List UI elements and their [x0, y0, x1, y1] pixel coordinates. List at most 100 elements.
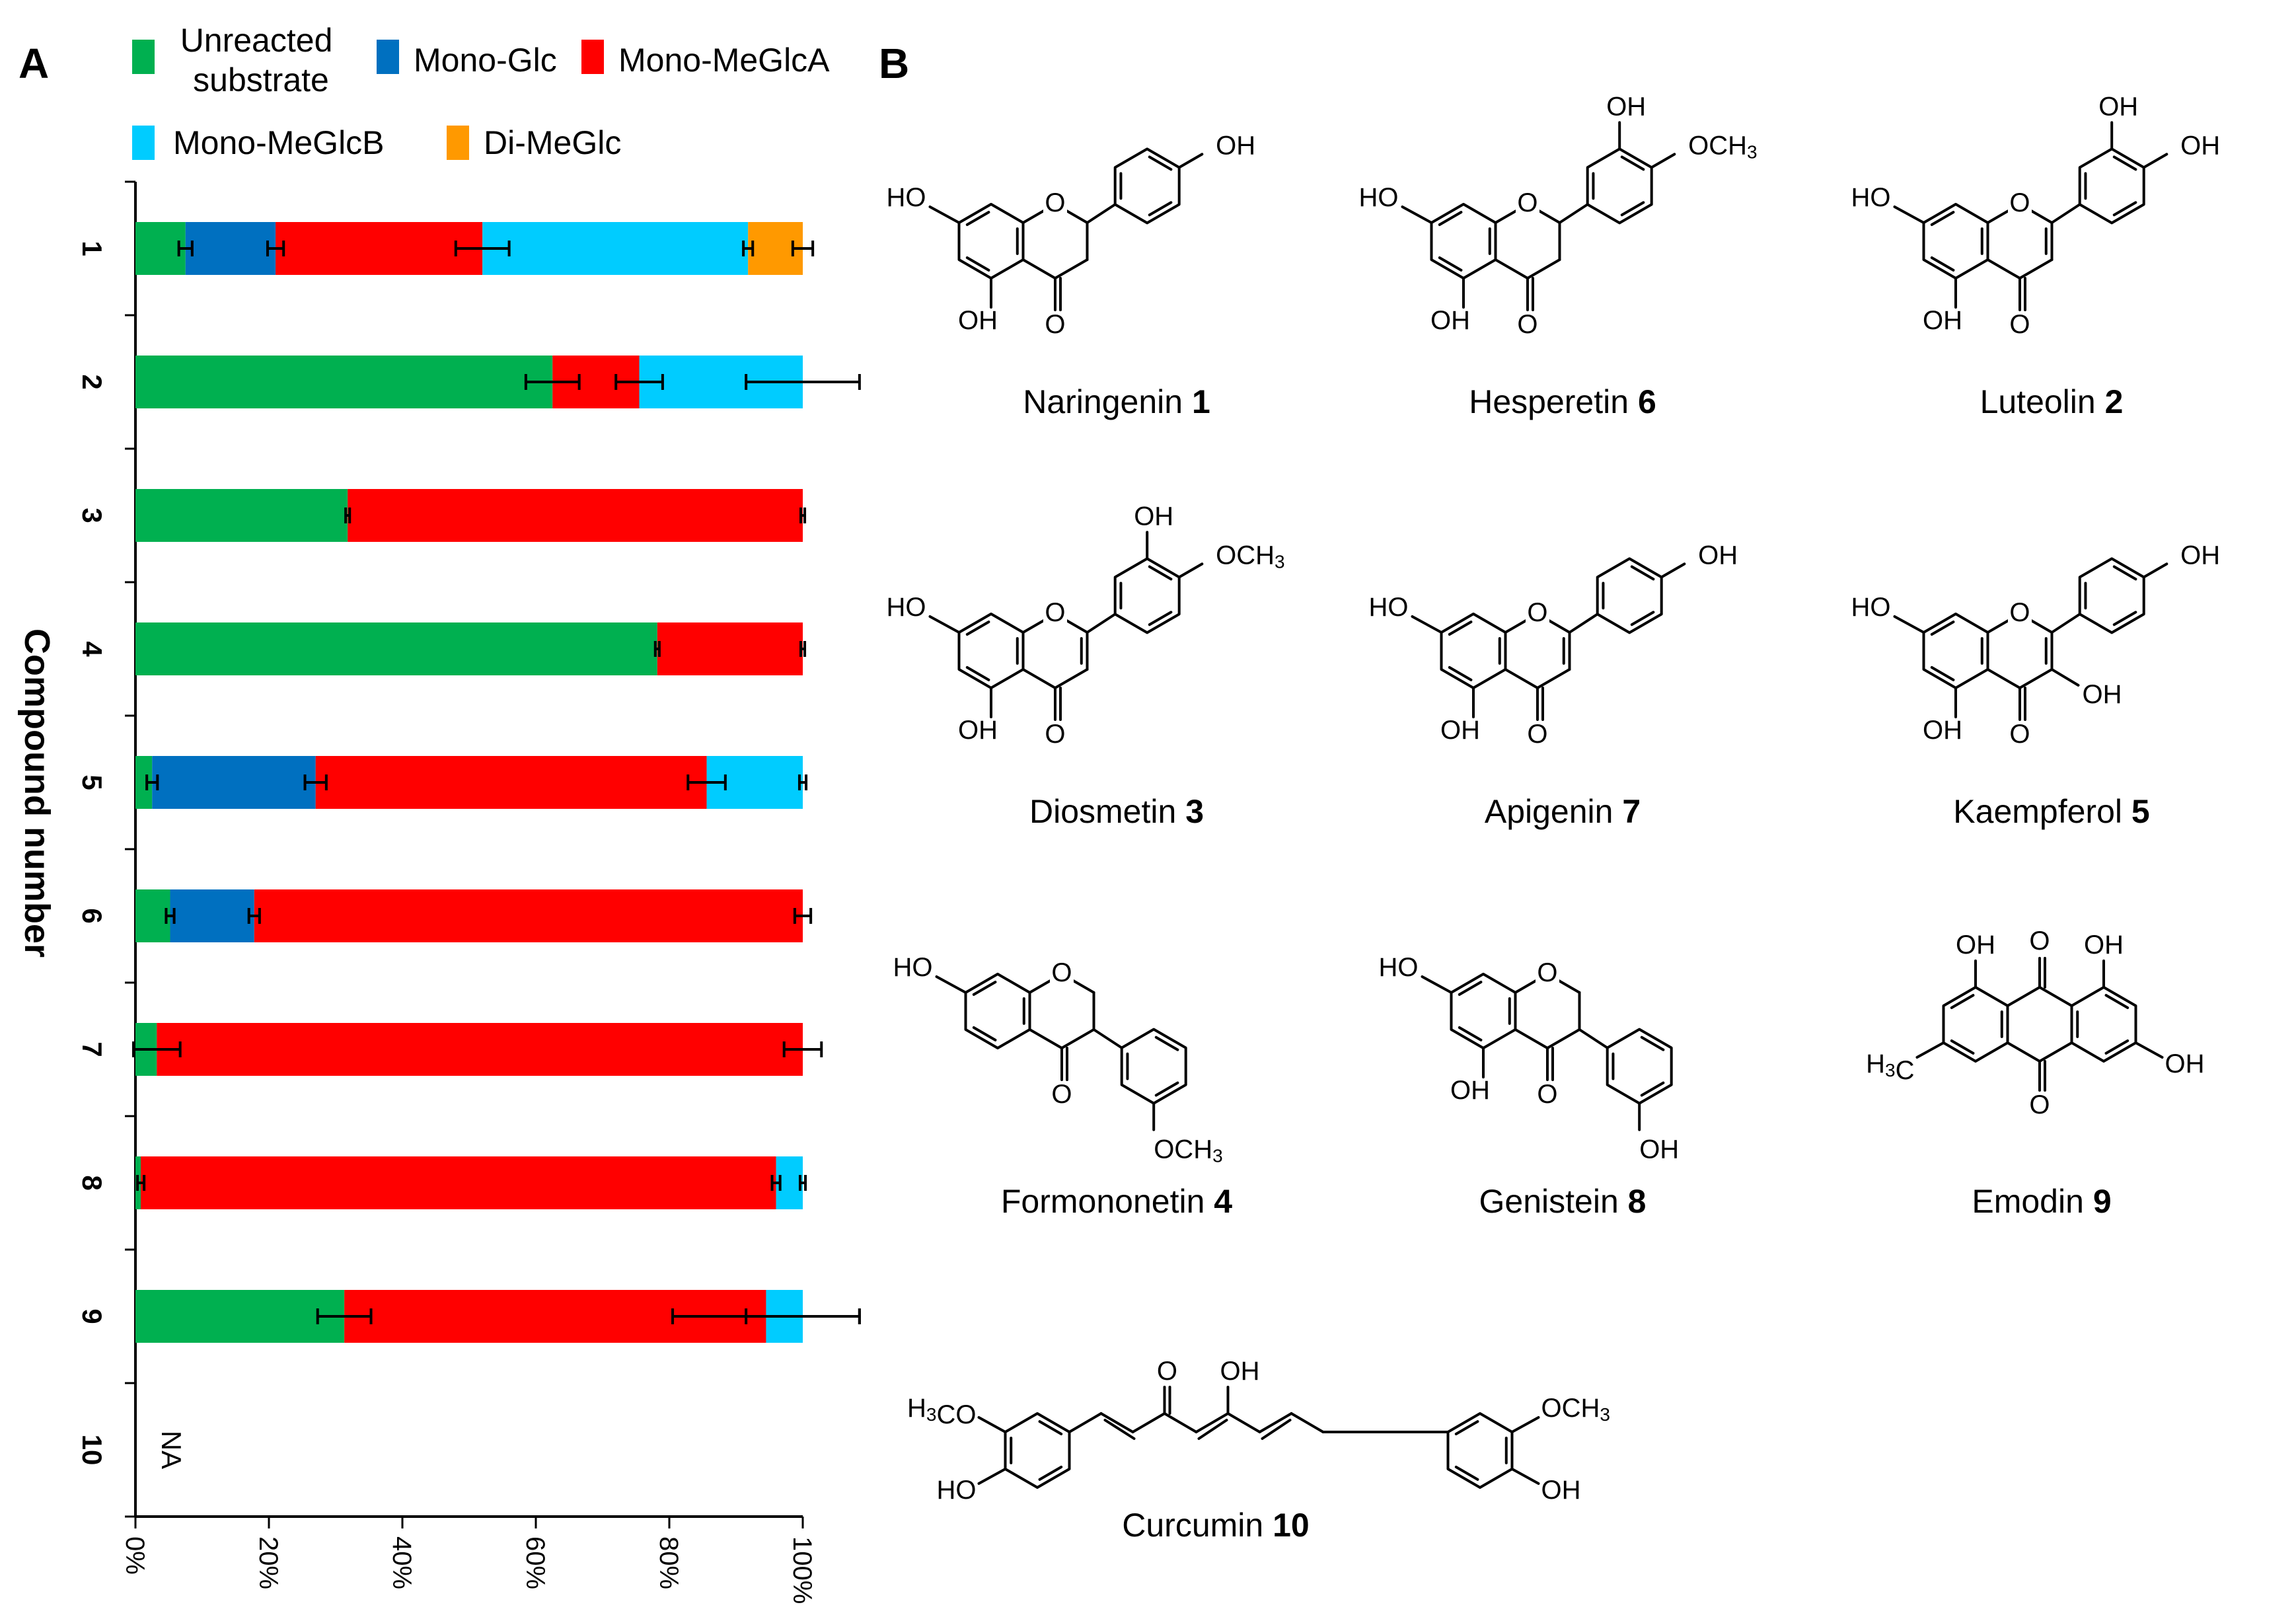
bond — [2112, 201, 2137, 217]
structure-name: Curcumin 10 — [1122, 1507, 1309, 1544]
bond — [1226, 1412, 1261, 1433]
ring — [1606, 1028, 1673, 1105]
atom-label: O — [2029, 926, 2050, 956]
x-tick-label: 80% — [654, 1536, 683, 1589]
ring — [1942, 986, 2009, 1063]
bond — [1494, 258, 1529, 280]
y-tick-label: 4 — [77, 641, 108, 657]
atom-label: OH — [1541, 1476, 1580, 1505]
atom-label: O — [1045, 720, 1065, 749]
bond — [1053, 668, 1089, 689]
atom-label: O — [2009, 598, 2030, 627]
bond — [1950, 1039, 1975, 1055]
y-tick-label: 2 — [77, 374, 108, 389]
atom-mask — [1515, 190, 1539, 219]
structure-name: Luteolin 2 — [1980, 383, 2124, 420]
bar-segment — [135, 1290, 345, 1343]
ring — [1586, 147, 1653, 225]
bond — [1092, 1028, 1123, 1049]
ring — [957, 203, 1025, 280]
structure-name: Apigenin 7 — [1485, 793, 1641, 830]
bond — [1099, 1412, 1134, 1433]
atom-label: HO — [1851, 183, 1891, 212]
bond — [1526, 258, 1561, 280]
atom-label: O — [1051, 1080, 1072, 1109]
bond — [1086, 203, 1117, 224]
structure-formononetin: O O HO OCH3 Formononetin 4 — [893, 953, 1233, 1220]
bond — [1258, 1412, 1293, 1433]
atom-label: OCH3 — [1216, 541, 1284, 572]
bond — [2050, 668, 2080, 687]
atom-label: O — [1157, 1357, 1177, 1386]
bond — [2104, 994, 2129, 1009]
bond — [1177, 153, 1204, 169]
atom-label: OH — [1698, 541, 1738, 570]
atom-label: O — [2009, 310, 2030, 339]
structure-name: Hesperetin 6 — [1469, 383, 1656, 420]
legend-label-mono-meglca: Mono-MeGlcA — [618, 42, 830, 79]
atom-label: OH — [1440, 716, 1480, 745]
bond — [1454, 1466, 1479, 1481]
atom-label: OCH3 — [1688, 131, 1757, 163]
bond — [1950, 994, 1975, 1009]
atom-label: HO — [893, 953, 933, 982]
atom-label: OH — [1606, 92, 1646, 121]
bond — [965, 211, 990, 226]
bond — [972, 981, 997, 996]
bond — [1640, 1035, 1665, 1051]
atom-label: OH — [1450, 1076, 1490, 1105]
ring — [1922, 203, 1989, 280]
bond — [1148, 565, 1173, 581]
atom-label: O — [1051, 958, 1072, 987]
panel-label-b: B — [879, 40, 909, 87]
bond — [935, 975, 967, 994]
structure-name: Formononetin 4 — [1001, 1183, 1232, 1220]
ring — [1450, 973, 1517, 1049]
y-tick-label: 7 — [77, 1041, 108, 1057]
bar-segment — [315, 756, 707, 809]
bond — [1290, 1412, 1325, 1433]
atom-label: OH — [2165, 1049, 2204, 1078]
atom-label: OH — [1956, 930, 1995, 960]
atom-label: OH — [2082, 680, 2122, 709]
y-tick-label: 3 — [77, 508, 108, 523]
legend-swatch-di-meglc — [447, 126, 469, 160]
legend-swatch-mono-meglca — [581, 40, 604, 74]
atom-label: O — [2009, 188, 2030, 217]
bond — [1986, 668, 2021, 689]
na-label: NA — [156, 1431, 187, 1469]
bond — [2112, 155, 2137, 171]
structure-name: Genistein 8 — [1479, 1183, 1647, 1220]
bond — [2112, 565, 2137, 581]
bond — [1510, 1416, 1540, 1433]
ring — [2078, 557, 2145, 634]
bond — [1060, 1028, 1095, 1049]
bond — [2050, 203, 2081, 224]
bond — [1620, 201, 1645, 217]
bond — [1915, 1041, 1945, 1059]
atom-label: OH — [1923, 716, 1962, 745]
y-tick-label: 5 — [77, 774, 108, 790]
bond — [928, 206, 961, 224]
atom-label: H3CO — [907, 1394, 976, 1429]
bond — [1650, 153, 1676, 169]
legend-label-unreacted: Unreacted substrate — [180, 22, 342, 98]
bond — [1568, 613, 1599, 634]
atom-label: OH — [1216, 131, 1255, 160]
ring — [1440, 613, 1507, 689]
atom-label: OCH3 — [1541, 1394, 1610, 1425]
ring — [2070, 986, 2137, 1063]
ring — [1113, 147, 1181, 225]
bond — [2112, 611, 2137, 626]
atom-label: HO — [887, 593, 926, 622]
atom-label: OH — [958, 306, 998, 335]
bond — [1558, 203, 1589, 224]
bond — [1068, 1412, 1103, 1433]
bond — [1261, 1419, 1292, 1440]
bond — [1038, 1420, 1063, 1435]
atom-label: OH — [2180, 131, 2220, 160]
bond — [1930, 211, 1955, 226]
